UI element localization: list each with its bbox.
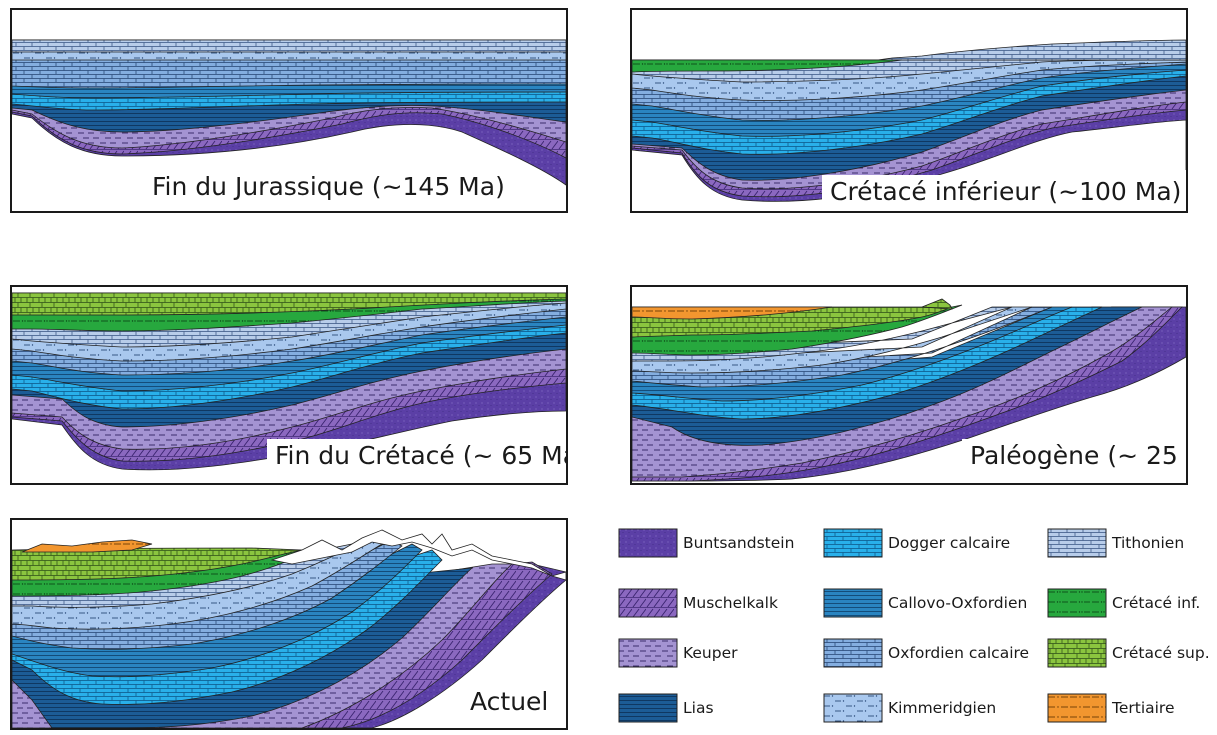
legend-item-tertiaire: Tertiaire — [1047, 693, 1175, 723]
legend-item-buntsandstein: Buntsandstein — [618, 528, 794, 558]
legend-item-oxfordien-calcaire: Oxfordien calcaire — [823, 638, 1029, 668]
section-caption: Paléogène (~ 25 Ma) — [962, 439, 1186, 472]
section-caption: Fin du Crétacé (~ 65 Ma) — [267, 439, 566, 472]
dogger-calcaire-pattern — [823, 528, 883, 558]
section-caption: Fin du Jurassique (~145 Ma) — [144, 170, 513, 203]
legend-item-muschelkalk: Muschelkalk — [618, 588, 778, 618]
legend-label: Tertiaire — [1112, 699, 1175, 717]
section-fin-cretace: Fin du Crétacé (~ 65 Ma) — [10, 285, 568, 485]
geologic-cross-section — [12, 10, 566, 211]
section-fin-jurassique: Fin du Jurassique (~145 Ma) — [10, 8, 568, 213]
kimmeridgien-pattern — [823, 693, 883, 723]
cretace-inf-pattern — [1047, 588, 1107, 618]
legend-label: Crétacé inf. — [1112, 594, 1201, 612]
callovo-oxfordien-pattern — [823, 588, 883, 618]
section-paleogene: Paléogène (~ 25 Ma) — [630, 285, 1188, 485]
section-caption: Actuel — [462, 685, 557, 718]
legend-item-kimmeridgien: Kimmeridgien — [823, 693, 996, 723]
geologic-cross-section — [12, 520, 566, 728]
legend-label: Oxfordien calcaire — [888, 644, 1030, 662]
buntsandstein-pattern — [618, 528, 678, 558]
tertiaire-pattern — [1047, 693, 1107, 723]
oxfordien-calcaire-pattern — [823, 638, 883, 668]
section-caption: Crétacé inférieur (~100 Ma) — [822, 175, 1186, 208]
section-cretace-inferieur: Crétacé inférieur (~100 Ma) — [630, 8, 1188, 213]
geologic-cross-section — [12, 287, 566, 483]
legend-item-cretace-sup: Crétacé sup. — [1047, 638, 1210, 668]
legend-label: Crétacé sup. — [1112, 644, 1210, 662]
legend-item-lias: Lias — [618, 693, 714, 723]
legend-label: Lias — [683, 699, 714, 717]
legend-item-keuper: Keuper — [618, 638, 738, 668]
legend-label: Tithonien — [1112, 534, 1185, 552]
legend-label: Dogger calcaire — [888, 534, 1011, 552]
cretace-sup-pattern — [1047, 638, 1107, 668]
muschelkalk-pattern — [618, 588, 678, 618]
legend-label: Kimmeridgien — [888, 699, 997, 717]
legend-item-tithonien: Tithonien — [1047, 528, 1184, 558]
legend-label: Callovo-Oxfordien — [888, 594, 1028, 612]
legend-label: Muschelkalk — [683, 594, 778, 612]
legend-label: Keuper — [683, 644, 738, 662]
legend-label: Buntsandstein — [683, 534, 795, 552]
legend-item-callovo-oxfordien: Callovo-Oxfordien — [823, 588, 1027, 618]
legend-item-cretace-inf: Crétacé inf. — [1047, 588, 1200, 618]
tithonien-pattern — [1047, 528, 1107, 558]
keuper-pattern — [618, 638, 678, 668]
legend-item-dogger-calcaire: Dogger calcaire — [823, 528, 1010, 558]
section-actuel: Actuel — [10, 518, 568, 730]
lias-pattern — [618, 693, 678, 723]
